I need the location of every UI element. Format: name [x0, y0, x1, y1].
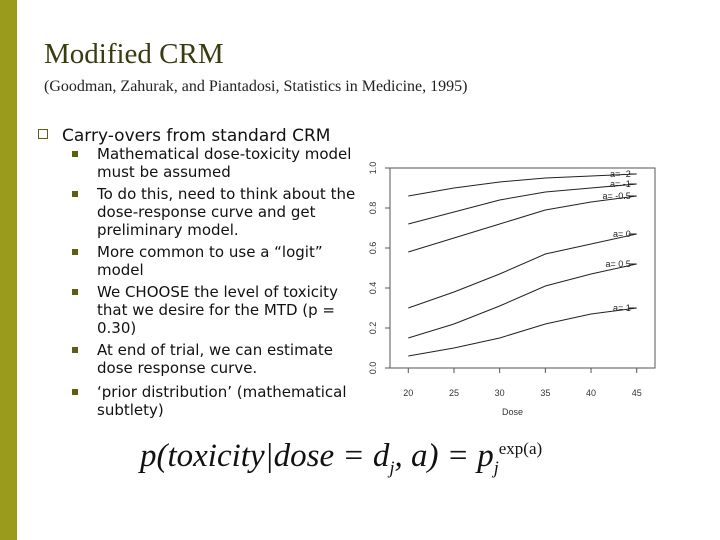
formula-lhs: p(toxicity|dose = d	[140, 438, 390, 474]
x-tick-label: 40	[586, 388, 596, 398]
list-item: More common to use a “logit” model	[72, 243, 362, 279]
formula-rhs-subscript: j	[493, 457, 499, 478]
series-label: a= 1	[613, 303, 631, 313]
y-tick-label: 0.8	[368, 202, 378, 215]
page-title: Modified CRM	[44, 38, 224, 70]
square-bullet-icon	[72, 347, 78, 353]
series-label: a= -1	[610, 179, 631, 189]
accent-bar	[0, 0, 17, 540]
square-bullet-icon	[72, 389, 78, 395]
formula-lhs-subscript: j	[389, 457, 395, 478]
square-bullet-icon	[72, 289, 78, 295]
series-label: a= 0	[613, 229, 631, 239]
series-line	[408, 195, 637, 253]
series-line	[408, 307, 637, 357]
hollow-square-bullet-icon	[38, 129, 48, 139]
square-bullet-icon	[72, 151, 78, 157]
top-bullet-text: Carry-overs from standard CRM	[62, 126, 331, 146]
sub-bullet-list: Mathematical dose-toxicity model must be…	[72, 145, 362, 423]
top-bullet: Carry-overs from standard CRM	[38, 126, 330, 146]
list-item: Mathematical dose-toxicity model must be…	[72, 145, 362, 181]
list-item-text: Mathematical dose-toxicity model must be…	[97, 145, 352, 181]
formula-exponent: exp(a)	[498, 439, 543, 458]
list-item: We CHOOSE the level of toxicity that we …	[72, 283, 362, 337]
list-item-text: We CHOOSE the level of toxicity that we …	[97, 283, 338, 337]
page-subtitle: (Goodman, Zahurak, and Piantadosi, Stati…	[44, 78, 468, 95]
square-bullet-icon	[72, 191, 78, 197]
list-item-text: ‘prior distribution’ (mathematical subtl…	[97, 383, 347, 419]
x-tick-label: 30	[495, 388, 505, 398]
list-item: At end of trial, we can estimate dose re…	[72, 341, 362, 377]
list-item: To do this, need to think about the dose…	[72, 185, 362, 239]
y-tick-label: 0.0	[368, 362, 378, 375]
series-line	[408, 173, 637, 197]
list-item: ‘prior distribution’ (mathematical subtl…	[72, 383, 362, 419]
square-bullet-icon	[72, 249, 78, 255]
y-tick-label: 0.4	[368, 282, 378, 295]
x-axis-label: Dose	[502, 407, 523, 417]
x-tick-label: 20	[403, 388, 413, 398]
series-line	[408, 263, 637, 339]
y-tick-label: 1.0	[368, 162, 378, 175]
series-label: a= -0.5	[602, 191, 630, 201]
x-tick-label: 45	[632, 388, 642, 398]
formula: p(toxicity|dose = dj, a) = pjexp(a)	[140, 438, 542, 479]
series-label: a= 0.5	[605, 259, 630, 269]
plot-frame	[389, 167, 656, 369]
series-line	[408, 233, 637, 309]
series-line	[408, 183, 637, 225]
y-tick-label: 0.2	[368, 322, 378, 335]
list-item-text: At end of trial, we can estimate dose re…	[97, 341, 333, 377]
list-item-text: To do this, need to think about the dose…	[97, 185, 356, 239]
series-label: a= -2	[610, 169, 631, 179]
x-tick-label: 35	[540, 388, 550, 398]
list-item-text: More common to use a “logit” model	[97, 243, 323, 279]
y-tick-label: 0.6	[368, 242, 378, 255]
formula-mid: , a) = p	[394, 438, 494, 474]
x-tick-label: 25	[449, 388, 459, 398]
